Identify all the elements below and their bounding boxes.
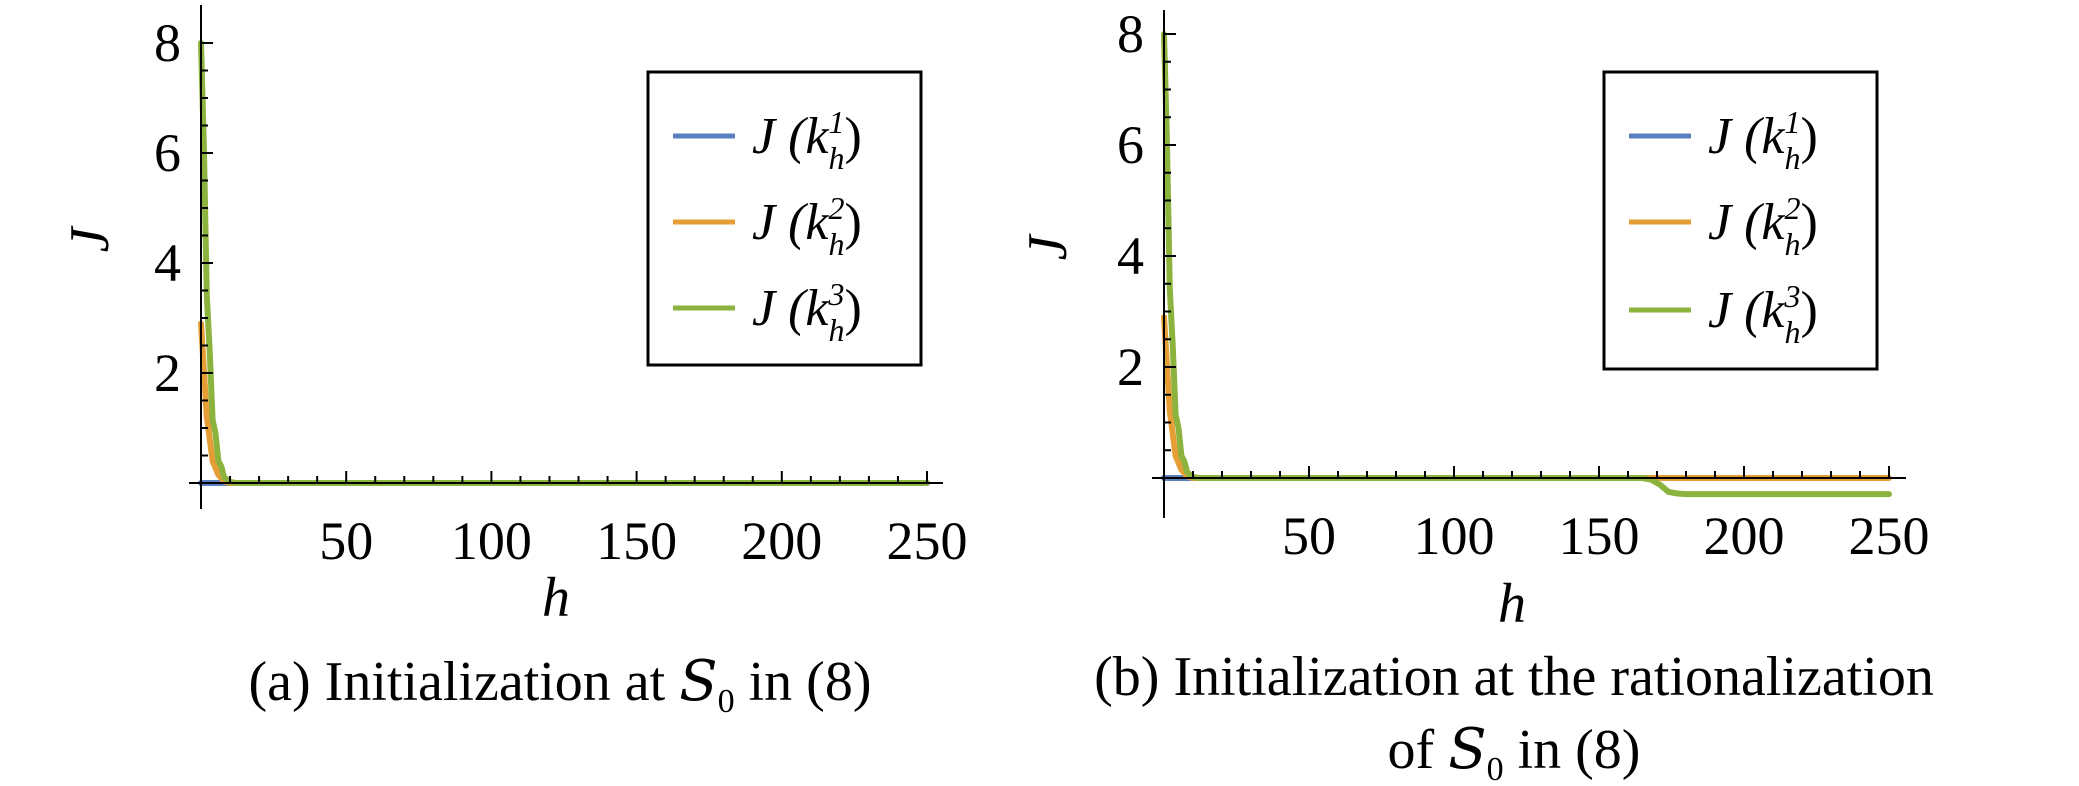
panel-b: 50 100 150 200 250 2 4 6 8 h J J (k1 h) J (k2 h) J… (1017, 4, 1934, 786)
panel-b-y-tick-label: 4 (1117, 226, 1144, 286)
panel-b-axes (1152, 10, 1906, 518)
panel-b-y-axis-label: J (1017, 232, 1079, 260)
panel-a-x-tick-label: 200 (741, 511, 822, 571)
legend-entry-3: J (k3 h) (1629, 278, 1818, 350)
legend-label-3: J (k3 h) (1708, 278, 1818, 350)
panel-a-caption: (a) Initialization at S0 in (8) (249, 649, 872, 720)
legend-entry-3: J (k3 h) (673, 276, 862, 348)
panel-b-x-tick-label: 200 (1704, 506, 1785, 566)
panel-b-caption-line-1: (b) Initialization at the rationalizatio… (1094, 646, 1934, 708)
panel-b-legend: J (k1 h) J (k2 h) J (k3 h) (1602, 70, 1879, 371)
panel-a-y-tick-label: 6 (154, 123, 181, 183)
panel-b-tick-labels: 50 100 150 200 250 2 4 6 8 (1117, 4, 1930, 566)
legend-entry-1: J (k1 h) (673, 104, 862, 176)
panel-a-x-tick-label: 100 (451, 511, 532, 571)
panel-b-x-tick-label: 50 (1282, 506, 1336, 566)
legend-entry-2: J (k2 h) (1629, 190, 1818, 262)
panel-b-y-tick-label: 6 (1117, 115, 1144, 175)
legend-label-1: J (k1 h) (1708, 104, 1818, 176)
panel-a-x-tick-label: 50 (319, 511, 373, 571)
panel-b-x-tick-label: 150 (1559, 506, 1640, 566)
panel-a-axes (189, 5, 943, 509)
panel-a-y-axis-label: J (59, 224, 121, 252)
panel-a-legend-box (646, 70, 923, 367)
legend-label-2: J (k2 h) (752, 190, 862, 262)
panel-a-legend: J (k1 h) J (k2 h) J (k3 h) (646, 70, 923, 367)
panel-b-y-tick-label: 2 (1117, 337, 1144, 397)
panel-a-x-tick-label: 250 (887, 511, 968, 571)
panel-a-y-tick-label: 4 (154, 233, 181, 293)
panel-a-y-tick-label: 2 (154, 343, 181, 403)
panel-a: 50 100 150 200 250 2 4 6 8 h J J (k1 h) J (k2 h) J… (59, 5, 968, 720)
panel-a-y-tick-label: 8 (154, 13, 181, 73)
panel-b-x-tick-label: 100 (1414, 506, 1495, 566)
panel-a-tick-labels: 50 100 150 200 250 2 4 6 8 (154, 13, 968, 571)
panel-b-series-line-3 (1161, 31, 1892, 498)
panel-a-x-tick-label: 150 (596, 511, 677, 571)
legend-label-2: J (k2 h) (1708, 190, 1818, 262)
panel-b-x-tick-label: 250 (1849, 506, 1930, 566)
panel-b-x-axis-label: h (1498, 573, 1526, 635)
panel-a-x-axis-label: h (542, 567, 570, 629)
legend-label-1: J (k1 h) (752, 104, 862, 176)
panel-b-y-tick-label: 8 (1117, 4, 1144, 64)
legend-entry-1: J (k1 h) (1629, 104, 1818, 176)
legend-entry-2: J (k2 h) (673, 190, 862, 262)
panel-b-caption-line-2: of S0 in (8) (1388, 717, 1641, 786)
legend-label-3: J (k3 h) (752, 276, 862, 348)
